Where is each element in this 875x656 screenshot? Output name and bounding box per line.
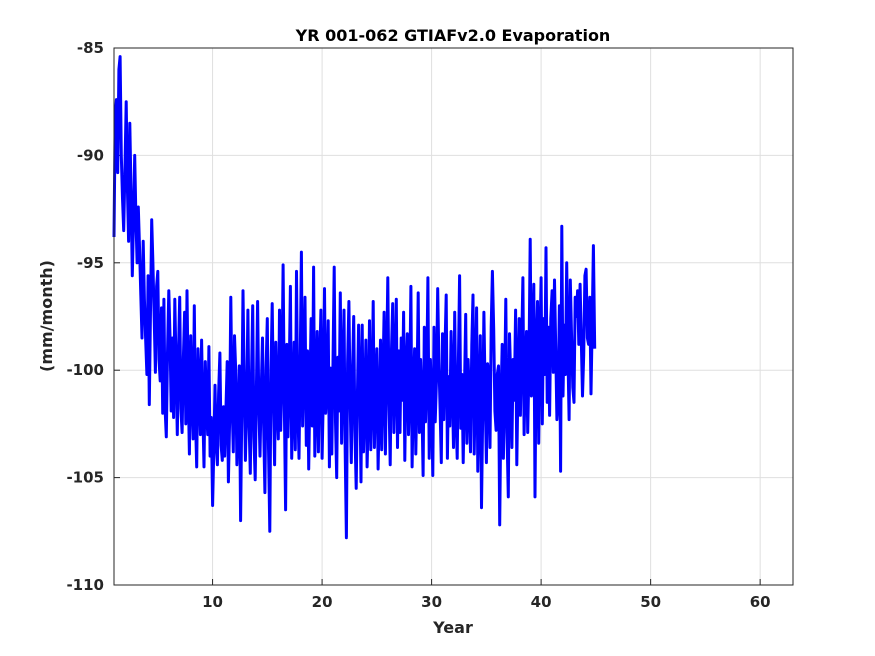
y-axis-label: (mm/month) [37,260,56,372]
x-tick-label: 20 [312,593,333,611]
tick-layer: 10 20 30 40 50 60 -85 -90 -95 -100 -105 -110 [66,39,770,611]
x-tick-label: 50 [640,593,661,611]
y-tick-label: -95 [77,254,104,272]
x-tick-label: 10 [202,593,223,611]
evaporation-series-line [112,55,597,540]
y-tick-label: -85 [77,39,104,57]
chart-title: YR 001-062 GTIAFv2.0 Evaporation [295,26,611,45]
y-tick-label: -105 [66,469,104,487]
y-tick-label: -110 [66,576,104,594]
x-tick-label: 40 [531,593,552,611]
x-axis-label: Year [432,618,473,637]
plot-frame [113,47,794,586]
y-tick-label: -100 [66,361,104,379]
y-tick-label: -90 [77,146,104,164]
x-tick-label: 30 [421,593,442,611]
x-tick-label: 60 [750,593,771,611]
series-layer [112,55,597,540]
